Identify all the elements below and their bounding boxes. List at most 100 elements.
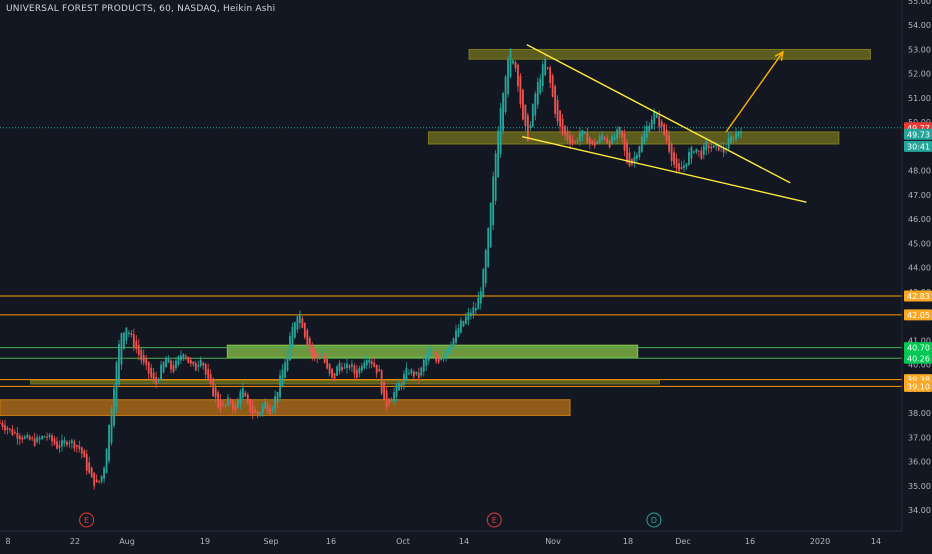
candle[interactable] bbox=[227, 393, 229, 407]
candle[interactable] bbox=[722, 141, 725, 157]
candle[interactable] bbox=[175, 357, 177, 371]
candle[interactable] bbox=[663, 122, 666, 137]
candle[interactable] bbox=[341, 362, 343, 373]
candle[interactable] bbox=[618, 126, 621, 139]
candle[interactable] bbox=[123, 332, 125, 350]
candle[interactable] bbox=[534, 91, 537, 121]
candle[interactable] bbox=[370, 356, 373, 368]
candle[interactable] bbox=[623, 129, 626, 157]
candle[interactable] bbox=[603, 135, 606, 142]
event-marker[interactable] bbox=[646, 512, 662, 528]
candle[interactable] bbox=[579, 126, 581, 146]
candle[interactable] bbox=[351, 360, 353, 372]
candle[interactable] bbox=[403, 370, 405, 390]
candle[interactable] bbox=[400, 381, 403, 390]
candle[interactable] bbox=[328, 363, 331, 377]
candle[interactable] bbox=[244, 390, 247, 397]
candle[interactable] bbox=[447, 346, 450, 355]
candle[interactable] bbox=[417, 367, 420, 385]
candle[interactable] bbox=[264, 398, 267, 410]
price-axis[interactable] bbox=[902, 0, 932, 550]
candle[interactable] bbox=[633, 151, 636, 168]
candle[interactable] bbox=[78, 440, 81, 453]
candle[interactable] bbox=[13, 429, 16, 435]
candle[interactable] bbox=[479, 287, 482, 310]
candle[interactable] bbox=[170, 359, 172, 374]
flag-lower-trendline[interactable] bbox=[522, 136, 807, 203]
candle[interactable] bbox=[507, 56, 509, 98]
time-axis[interactable] bbox=[0, 531, 902, 550]
candle[interactable] bbox=[229, 397, 232, 406]
candle[interactable] bbox=[224, 404, 227, 410]
candle[interactable] bbox=[707, 142, 710, 155]
candle[interactable] bbox=[368, 358, 371, 369]
candle[interactable] bbox=[566, 126, 569, 144]
candle[interactable] bbox=[100, 475, 103, 484]
candle[interactable] bbox=[145, 354, 148, 370]
candle[interactable] bbox=[46, 432, 48, 441]
candle[interactable] bbox=[0, 419, 1, 424]
candle[interactable] bbox=[160, 360, 162, 382]
candle[interactable] bbox=[529, 121, 532, 131]
candle[interactable] bbox=[308, 336, 311, 357]
candle[interactable] bbox=[249, 398, 252, 415]
candle[interactable] bbox=[598, 133, 601, 145]
candle[interactable] bbox=[48, 432, 51, 440]
candle[interactable] bbox=[93, 472, 96, 490]
candle[interactable] bbox=[16, 427, 19, 445]
candle[interactable] bbox=[591, 140, 594, 146]
candle[interactable] bbox=[509, 48, 512, 79]
candle[interactable] bbox=[522, 88, 524, 121]
candle[interactable] bbox=[180, 350, 182, 364]
candle[interactable] bbox=[474, 302, 477, 316]
candle[interactable] bbox=[68, 440, 71, 448]
candle[interactable] bbox=[125, 327, 128, 345]
candle[interactable] bbox=[1, 420, 4, 431]
candle[interactable] bbox=[489, 202, 492, 249]
candle[interactable] bbox=[561, 113, 564, 137]
breakout-target-arrow[interactable] bbox=[725, 51, 784, 133]
candle[interactable] bbox=[271, 405, 274, 414]
candle[interactable] bbox=[380, 369, 383, 396]
candle[interactable] bbox=[313, 348, 316, 362]
candle[interactable] bbox=[318, 352, 321, 360]
candle[interactable] bbox=[155, 371, 158, 389]
candle[interactable] bbox=[497, 126, 500, 179]
candle[interactable] bbox=[435, 350, 438, 364]
candle[interactable] bbox=[338, 360, 341, 375]
candle[interactable] bbox=[150, 363, 153, 381]
candle[interactable] bbox=[167, 355, 170, 363]
candle[interactable] bbox=[564, 124, 566, 141]
candle[interactable] bbox=[90, 466, 93, 478]
candle[interactable] bbox=[697, 150, 700, 157]
candle[interactable] bbox=[643, 125, 646, 145]
candle[interactable] bbox=[184, 353, 187, 361]
candle[interactable] bbox=[430, 345, 433, 356]
event-marker[interactable] bbox=[486, 512, 502, 528]
candle[interactable] bbox=[531, 103, 534, 128]
candle[interactable] bbox=[336, 364, 338, 377]
candle[interactable] bbox=[165, 356, 167, 368]
candle[interactable] bbox=[685, 163, 688, 171]
candle[interactable] bbox=[588, 136, 591, 150]
candle[interactable] bbox=[348, 363, 351, 371]
candle[interactable] bbox=[214, 383, 217, 403]
candle[interactable] bbox=[21, 434, 24, 443]
candle[interactable] bbox=[261, 402, 264, 417]
candle[interactable] bbox=[132, 328, 135, 352]
candle[interactable] bbox=[670, 141, 673, 167]
lower-olive-zone[interactable] bbox=[30, 379, 660, 385]
candle[interactable] bbox=[103, 466, 105, 484]
candle[interactable] bbox=[4, 419, 6, 435]
candle[interactable] bbox=[279, 370, 281, 402]
candle[interactable] bbox=[254, 406, 257, 414]
candle[interactable] bbox=[259, 411, 262, 417]
candle[interactable] bbox=[730, 131, 732, 145]
candle[interactable] bbox=[583, 130, 586, 135]
candle[interactable] bbox=[105, 447, 108, 474]
candle[interactable] bbox=[645, 120, 648, 142]
candle[interactable] bbox=[95, 474, 98, 483]
candle[interactable] bbox=[137, 339, 140, 361]
